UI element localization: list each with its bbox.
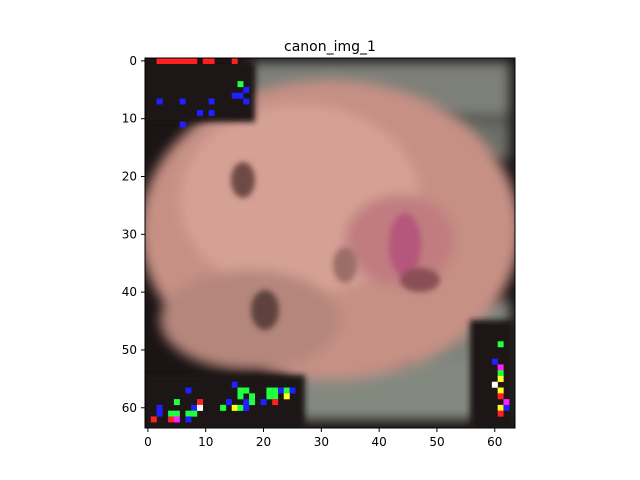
noise-pixel [243,98,250,105]
y-tick-label: 20 [122,170,137,184]
y-axis: 0 10 20 30 40 50 60 [122,54,145,415]
noise-pixel [491,381,498,388]
noise-pixel [197,399,204,406]
noise-pixel [237,404,244,411]
x-tick-label: 10 [198,435,213,449]
noise-pixel [185,58,192,64]
noise-pixel [491,358,498,365]
noise-pixel [156,58,163,64]
noise-pixel [162,58,169,64]
noise-pixel [231,92,238,99]
noise-pixel [220,404,227,411]
x-tick-label: 60 [487,435,502,449]
noise-pixel [249,399,256,406]
noise-pixel [237,387,244,394]
noise-pixel [272,393,279,400]
noise-pixel [156,404,163,411]
noise-pixel [208,58,215,64]
noise-pixel [266,387,273,394]
heatmap-image [145,58,515,428]
noise-pixel [173,410,180,417]
x-tick-label: 0 [144,435,152,449]
noise-pixel [179,121,186,128]
noise-pixel [208,98,215,105]
noise-pixel [243,399,250,406]
noise-pixel [497,387,504,394]
noise-pixel [260,399,267,406]
noise-pixel [237,81,244,88]
noise-pixel [168,58,175,64]
noise-pixel [237,92,244,99]
noise-pixel [185,410,192,417]
noise-pixel [497,375,504,382]
noise-pixel [272,387,279,394]
noise-pixel [191,410,198,417]
noise-pixel [173,416,180,423]
noise-pixel [185,387,192,394]
noise-pixel [231,58,238,64]
noise-pixel [243,86,250,93]
noise-pixel [503,404,510,411]
noise-pixel [202,58,209,64]
noise-pixel [225,399,232,406]
y-tick-label: 60 [122,401,137,415]
x-tick-label: 40 [372,435,387,449]
noise-pixel [191,58,198,64]
chart-title: canon_img_1 [284,39,376,55]
y-tick-label: 40 [122,285,137,299]
noise-pixel [289,387,296,394]
axes-frame [144,57,516,429]
noise-pixel [497,404,504,411]
noise-pixel [185,416,192,423]
noise-pixel [150,416,157,423]
x-tick-label: 50 [429,435,444,449]
noise-pixel [173,399,180,406]
noise-pixel [168,410,175,417]
noise-pixel [497,393,504,400]
noise-pixel [179,58,186,64]
noise-pixel [503,399,510,406]
x-tick-label: 30 [314,435,329,449]
noise-pixel [243,387,250,394]
noise-pixel [283,393,290,400]
y-tick-label: 0 [129,54,137,68]
face-features [231,162,440,330]
noise-pixel [497,341,504,348]
y-tick-label: 10 [122,112,137,126]
noise-pixel [168,416,175,423]
noise-pixel [277,387,284,394]
noise-pixel [497,370,504,377]
noise-pixel [272,399,279,406]
face-region [145,80,515,380]
noise-pixel [283,387,290,394]
noise-pixel [197,404,204,411]
noise-pixel [237,393,244,400]
noise-pixel [208,110,215,117]
y-tick-label: 50 [122,343,137,357]
x-axis: 0 10 20 30 40 50 60 [144,428,502,449]
y-tick-label: 30 [122,227,137,241]
noise-pixel [243,404,250,411]
noise-pixel [191,404,198,411]
noise-pixel [231,404,238,411]
noise-pixel [497,410,504,417]
noise-pixel [156,98,163,105]
noise-pixel [197,110,204,117]
noise-pixel [179,98,186,105]
noise-pixel [231,381,238,388]
noise-pixel [266,393,273,400]
noise-pixel [497,364,504,371]
noise-pixel [173,58,180,64]
noise-pixels [150,58,510,423]
noise-pixel [156,410,163,417]
noise-pixel [249,393,256,400]
x-tick-label: 20 [256,435,271,449]
